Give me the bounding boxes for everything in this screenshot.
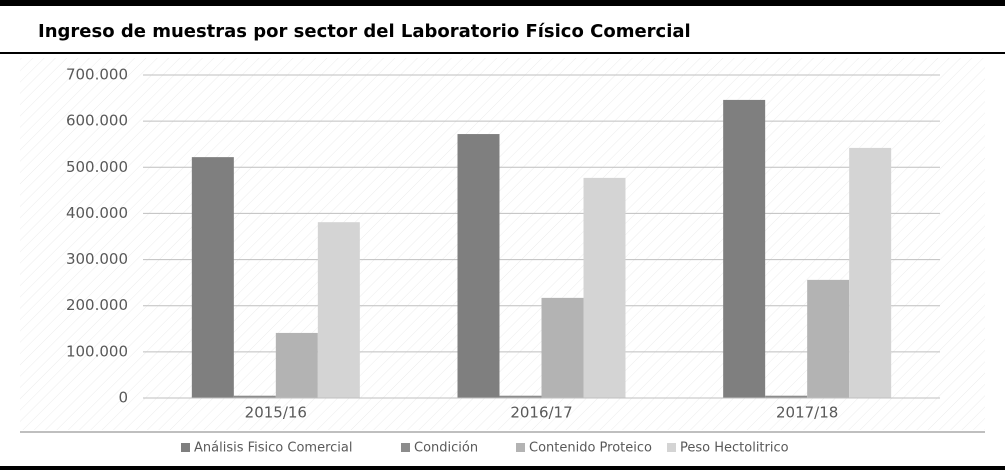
y-tick-label: 300.000 bbox=[66, 250, 128, 268]
bar bbox=[723, 99, 766, 398]
bar bbox=[275, 332, 318, 398]
chart-title: Ingreso de muestras por sector del Labor… bbox=[38, 21, 691, 42]
y-tick-label: 700.000 bbox=[66, 66, 128, 84]
x-tick-label: 2017/18 bbox=[776, 404, 838, 422]
title-rule bbox=[0, 52, 1005, 54]
y-tick-label: 0 bbox=[118, 389, 128, 407]
bar bbox=[457, 134, 500, 398]
legend-swatch bbox=[667, 443, 676, 452]
x-tick-label: 2015/16 bbox=[245, 404, 307, 422]
y-tick-label: 600.000 bbox=[66, 112, 128, 130]
legend-label: Análisis Fisico Comercial bbox=[194, 441, 352, 456]
bar bbox=[765, 395, 808, 398]
y-tick-label: 200.000 bbox=[66, 296, 128, 314]
bar bbox=[317, 222, 360, 398]
bar bbox=[849, 147, 892, 398]
bar bbox=[499, 395, 542, 398]
legend-label: Peso Hectolitrico bbox=[680, 441, 789, 456]
legend-swatch bbox=[401, 443, 410, 452]
bar bbox=[233, 395, 276, 398]
legend-label: Contenido Proteico bbox=[529, 441, 652, 456]
bar bbox=[541, 297, 584, 398]
bottom-border bbox=[0, 466, 1005, 470]
x-tick-label: 2016/17 bbox=[510, 404, 572, 422]
y-tick-label: 100.000 bbox=[66, 342, 128, 360]
top-border bbox=[0, 0, 1005, 6]
legend-swatch bbox=[181, 443, 190, 452]
bar bbox=[807, 279, 850, 398]
legend-label: Condición bbox=[414, 441, 478, 456]
y-tick-label: 400.000 bbox=[66, 204, 128, 222]
bar bbox=[583, 177, 626, 398]
bar bbox=[191, 157, 234, 398]
y-tick-label: 500.000 bbox=[66, 158, 128, 176]
legend-swatch bbox=[516, 443, 525, 452]
